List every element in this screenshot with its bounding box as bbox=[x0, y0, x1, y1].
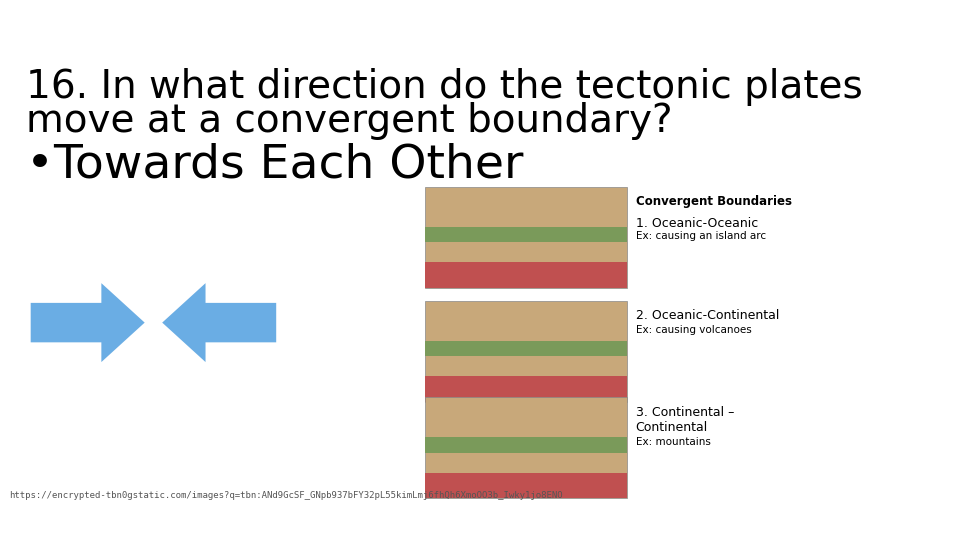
FancyBboxPatch shape bbox=[425, 397, 627, 498]
Text: 1. Oceanic-Oceanic: 1. Oceanic-Oceanic bbox=[636, 218, 758, 231]
Text: Continental: Continental bbox=[636, 421, 708, 434]
Text: Convergent Boundaries: Convergent Boundaries bbox=[636, 195, 792, 208]
Text: •Towards Each Other: •Towards Each Other bbox=[26, 143, 524, 188]
FancyBboxPatch shape bbox=[425, 227, 627, 242]
FancyBboxPatch shape bbox=[425, 301, 627, 402]
Text: move at a convergent boundary?: move at a convergent boundary? bbox=[26, 102, 673, 140]
FancyBboxPatch shape bbox=[425, 437, 627, 453]
Text: Ex: mountains: Ex: mountains bbox=[636, 437, 710, 447]
Text: https://encrypted-tbn0gstatic.com/images?q=tbn:ANd9GcSF_GNpb937bFY32pL55kimLmj6f: https://encrypted-tbn0gstatic.com/images… bbox=[9, 491, 563, 500]
Text: 2. Oceanic-Continental: 2. Oceanic-Continental bbox=[636, 309, 780, 322]
Text: Ex: causing an island arc: Ex: causing an island arc bbox=[636, 231, 766, 240]
Text: 3. Continental –: 3. Continental – bbox=[636, 406, 734, 419]
Polygon shape bbox=[31, 283, 145, 362]
FancyBboxPatch shape bbox=[425, 376, 627, 402]
FancyBboxPatch shape bbox=[425, 262, 627, 287]
Polygon shape bbox=[162, 283, 276, 362]
FancyBboxPatch shape bbox=[425, 187, 627, 287]
FancyBboxPatch shape bbox=[425, 341, 627, 356]
Text: Ex: causing volcanoes: Ex: causing volcanoes bbox=[636, 325, 752, 335]
Text: 16. In what direction do the tectonic plates: 16. In what direction do the tectonic pl… bbox=[26, 69, 863, 106]
FancyBboxPatch shape bbox=[425, 472, 627, 498]
